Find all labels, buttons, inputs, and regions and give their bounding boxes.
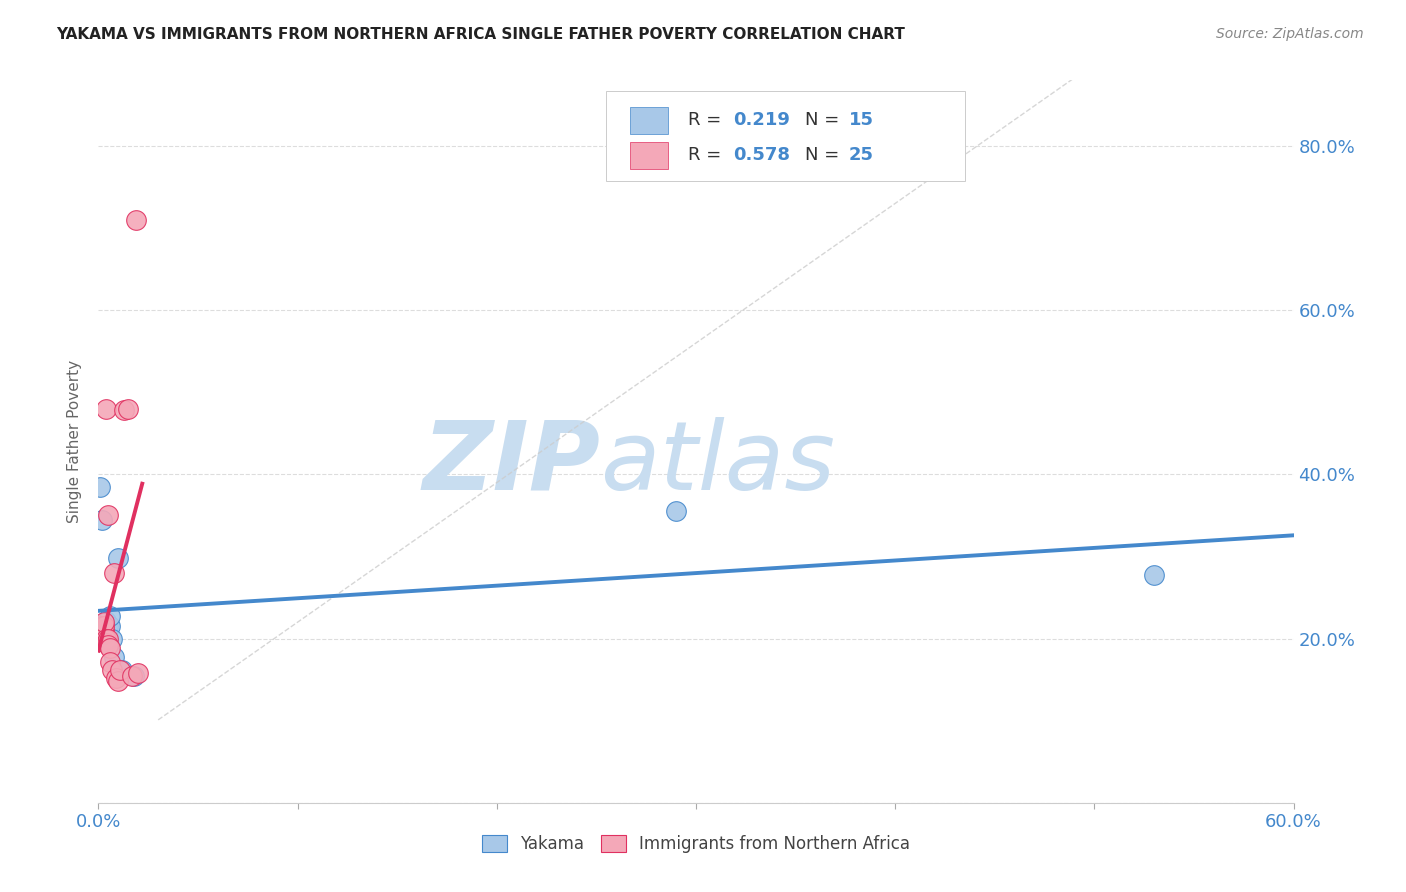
Point — [124, 668, 146, 682]
Point — [97, 619, 120, 633]
Point — [665, 504, 688, 518]
Point — [98, 619, 122, 633]
Point — [103, 566, 125, 580]
Point — [110, 663, 132, 677]
Bar — [630, 142, 668, 169]
Point — [111, 663, 134, 677]
Point — [107, 674, 129, 689]
Text: YAKAMA VS IMMIGRANTS FROM NORTHERN AFRICA SINGLE FATHER POVERTY CORRELATION CHAR: YAKAMA VS IMMIGRANTS FROM NORTHERN AFRIC… — [56, 27, 905, 42]
Point — [101, 632, 124, 646]
Point — [121, 668, 143, 682]
Text: 15: 15 — [849, 111, 875, 129]
Point — [96, 401, 118, 416]
Point — [105, 671, 128, 685]
Point — [98, 608, 122, 623]
Text: N =: N = — [804, 111, 845, 129]
Point — [89, 627, 111, 641]
Point — [97, 638, 120, 652]
Point — [96, 614, 118, 628]
Point — [127, 666, 149, 681]
Point — [93, 615, 115, 630]
Point — [112, 403, 135, 417]
FancyBboxPatch shape — [606, 91, 965, 181]
Point — [96, 632, 118, 646]
Text: ZIP: ZIP — [422, 417, 600, 509]
Point — [91, 512, 114, 526]
Point — [93, 624, 115, 638]
Text: N =: N = — [804, 145, 845, 164]
Point — [98, 641, 122, 656]
Text: R =: R = — [688, 145, 727, 164]
Point — [96, 636, 118, 650]
Text: 0.578: 0.578 — [733, 145, 790, 164]
Point — [97, 632, 120, 646]
Bar — [630, 107, 668, 135]
Text: 25: 25 — [849, 145, 875, 164]
Text: R =: R = — [688, 111, 727, 129]
Point — [98, 655, 122, 669]
Point — [91, 619, 114, 633]
Point — [103, 649, 125, 664]
Point — [117, 401, 139, 416]
Point — [107, 551, 129, 566]
Point — [93, 619, 115, 633]
Point — [97, 508, 120, 523]
Legend: Yakama, Immigrants from Northern Africa: Yakama, Immigrants from Northern Africa — [475, 828, 917, 860]
Text: Source: ZipAtlas.com: Source: ZipAtlas.com — [1216, 27, 1364, 41]
Point — [91, 624, 114, 638]
Point — [93, 619, 115, 633]
Point — [101, 663, 124, 677]
Point — [1143, 567, 1166, 582]
Point — [125, 212, 148, 227]
Point — [93, 627, 115, 641]
Text: atlas: atlas — [600, 417, 835, 509]
Point — [89, 480, 111, 494]
Y-axis label: Single Father Poverty: Single Father Poverty — [67, 360, 83, 523]
Point — [97, 636, 120, 650]
Text: 0.219: 0.219 — [733, 111, 790, 129]
